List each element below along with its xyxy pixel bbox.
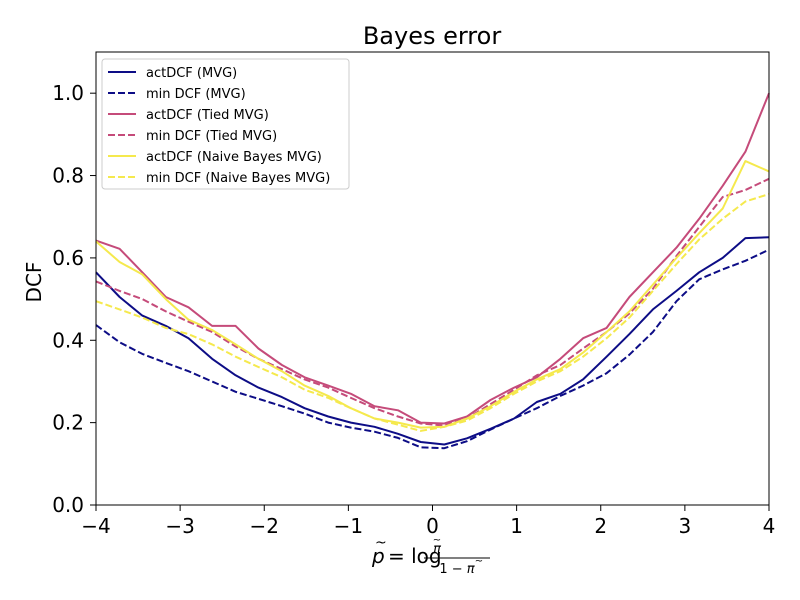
y-tick-label: 1.0 xyxy=(52,81,84,105)
legend-label: actDCF (MVG) xyxy=(146,66,237,81)
plot-area xyxy=(95,92,770,450)
x-axis-label-p: p xyxy=(371,544,385,568)
y-tick-label: 0.0 xyxy=(52,493,84,517)
x-tick-label: −3 xyxy=(165,514,194,538)
legend: actDCF (MVG) min DCF (MVG) actDCF (Tied MV… xyxy=(101,58,350,190)
series-line-3 xyxy=(95,92,770,425)
x-axis-label: p ~ = log π ~ 1 − π ~ xyxy=(371,535,490,577)
y-axis: 0.0 0.2 0.4 0.6 0.8 1.0 xyxy=(52,81,96,517)
chart-title: Bayes error xyxy=(363,22,502,50)
y-tick-label: 0.6 xyxy=(52,246,84,270)
legend-label: min DCF (MVG) xyxy=(146,87,246,102)
x-axis-label-p-tilde: ~ xyxy=(375,535,387,551)
x-tick-label: 4 xyxy=(763,514,776,538)
y-tick-label: 0.4 xyxy=(52,328,84,352)
x-axis: −4 −3 −2 −1 0 1 2 3 4 xyxy=(81,505,775,538)
y-tick-label: 0.2 xyxy=(52,411,84,435)
x-axis-label-den-tilde: ~ xyxy=(475,556,483,567)
x-tick-label: 2 xyxy=(594,514,607,538)
x-tick-label: −1 xyxy=(334,514,363,538)
legend-label: min DCF (Tied MVG) xyxy=(146,129,277,144)
x-axis-label-eq-log: = log xyxy=(388,544,442,568)
x-tick-label: 1 xyxy=(510,514,523,538)
series-line-6 xyxy=(95,193,770,432)
x-axis-label-numerator: π xyxy=(433,542,441,557)
x-tick-label: 3 xyxy=(679,514,692,538)
x-tick-label: −2 xyxy=(250,514,279,538)
x-tick-label: 0 xyxy=(426,514,439,538)
legend-label: min DCF (Naive Bayes MVG) xyxy=(146,171,330,186)
y-axis-label: DCF xyxy=(22,262,46,303)
legend-label: actDCF (Naive Bayes MVG) xyxy=(146,150,322,165)
x-axis-label-num-tilde: ~ xyxy=(433,535,441,546)
series-line-5 xyxy=(95,160,770,429)
series-line-1 xyxy=(95,236,770,446)
legend-box xyxy=(101,58,350,190)
x-tick-label: −4 xyxy=(81,514,110,538)
legend-label: actDCF (Tied MVG) xyxy=(146,108,269,123)
series-line-4 xyxy=(95,177,770,427)
series-line-2 xyxy=(95,248,770,450)
y-tick-label: 0.8 xyxy=(52,164,84,188)
x-axis-label-denominator: 1 − π xyxy=(439,562,474,577)
